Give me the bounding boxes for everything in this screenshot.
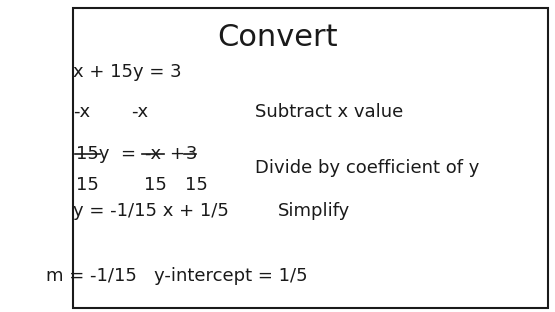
Text: Subtract x value: Subtract x value bbox=[255, 104, 403, 121]
Text: Convert: Convert bbox=[217, 23, 338, 52]
Text: 15: 15 bbox=[76, 176, 99, 194]
Text: -x: -x bbox=[131, 104, 148, 121]
Text: 15: 15 bbox=[144, 176, 166, 194]
Text: +: + bbox=[169, 145, 184, 163]
Text: 3: 3 bbox=[185, 145, 197, 163]
Text: -x: -x bbox=[144, 145, 161, 163]
Text: Simplify: Simplify bbox=[278, 202, 350, 220]
Text: -x: -x bbox=[73, 104, 90, 121]
Text: 15: 15 bbox=[185, 176, 208, 194]
Text: x + 15y = 3: x + 15y = 3 bbox=[73, 63, 182, 81]
Text: m = -1/15   y-intercept = 1/5: m = -1/15 y-intercept = 1/5 bbox=[46, 267, 307, 285]
Text: =: = bbox=[120, 145, 135, 163]
FancyBboxPatch shape bbox=[73, 7, 548, 308]
Text: Divide by coefficient of y: Divide by coefficient of y bbox=[255, 159, 480, 177]
Text: y = -1/15 x + 1/5: y = -1/15 x + 1/5 bbox=[73, 202, 229, 220]
Text: 15y: 15y bbox=[76, 145, 109, 163]
